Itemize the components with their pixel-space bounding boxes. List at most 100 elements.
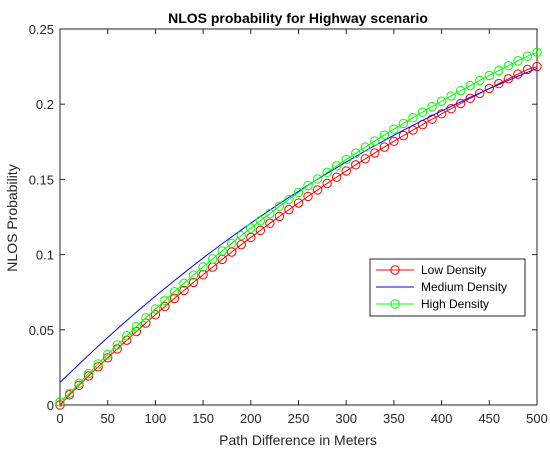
data-point: [303, 180, 313, 191]
data-point: [370, 136, 380, 146]
data-point: [436, 96, 447, 106]
x-tick-label: 500: [526, 411, 548, 426]
data-point: [465, 80, 475, 91]
data-point: [93, 362, 103, 372]
data-point: [532, 47, 542, 58]
data-point: [293, 187, 304, 198]
y-tick-label: 0.25: [29, 22, 54, 37]
x-tick-label: 50: [100, 411, 114, 426]
data-point: [284, 194, 294, 205]
data-point: [274, 211, 285, 222]
data-point: [417, 107, 428, 117]
data-point: [341, 154, 351, 165]
legend-label: Medium Density: [421, 280, 507, 294]
data-point: [83, 368, 94, 379]
data-point: [465, 93, 475, 104]
legend-label: Low Density: [421, 263, 486, 277]
data-point: [198, 262, 208, 272]
data-point: [122, 331, 132, 341]
x-tick-label: 450: [478, 411, 500, 426]
data-point: [265, 208, 275, 219]
data-point: [55, 397, 65, 407]
x-tick-label: 150: [192, 411, 214, 426]
data-point: [74, 378, 84, 389]
data-point: [522, 51, 533, 61]
data-point: [494, 78, 504, 89]
legend-swatch-marker: [390, 299, 400, 309]
data-point: [207, 254, 218, 264]
data-point: [322, 167, 332, 178]
data-point: [494, 65, 504, 76]
data-point: [255, 225, 266, 236]
data-point: [455, 85, 466, 96]
x-tick-label: 300: [335, 411, 357, 426]
data-point: [246, 223, 256, 233]
data-point: [284, 204, 294, 215]
data-point: [188, 270, 199, 280]
series-medium-density: [59, 67, 538, 383]
data-point: [160, 295, 170, 306]
data-point: [141, 318, 151, 328]
data-point: [55, 400, 65, 410]
data-point: [513, 56, 523, 66]
data-point: [312, 185, 323, 195]
y-tick-label: 0.2: [36, 97, 54, 112]
data-point: [341, 166, 351, 176]
legend-swatch-marker: [390, 265, 400, 275]
data-point: [475, 88, 485, 99]
data-point: [351, 148, 361, 158]
y-axis-label: NLOS Probability: [4, 164, 20, 271]
x-tick-label: 0: [56, 411, 63, 426]
data-point: [246, 232, 256, 243]
data-point: [379, 130, 390, 140]
data-point: [475, 75, 485, 86]
data-point: [331, 161, 342, 171]
data-point: [150, 310, 161, 320]
y-tick-label: 0.15: [29, 172, 54, 187]
y-tick-label: 0.05: [29, 323, 54, 338]
data-point: [179, 285, 189, 296]
data-point: [389, 124, 399, 134]
x-tick-label: 100: [145, 411, 167, 426]
y-tick-label: 0.1: [36, 248, 54, 263]
legend-item: Low Density: [376, 263, 486, 277]
data-point: [169, 293, 180, 304]
data-point: [236, 230, 246, 241]
legend: Low Density Medium Density High Density: [369, 258, 526, 317]
data-point: [112, 340, 122, 350]
x-axis-label: Path Difference in Meters: [219, 432, 377, 448]
data-point: [360, 142, 370, 152]
data-point: [265, 218, 275, 229]
data-point: [217, 246, 227, 256]
data-point: [169, 287, 180, 297]
plot-area: 0 50 100 150 200 250 300 350 400 450 500 0 0.05 0.1 0.…: [29, 22, 548, 426]
data-point: [141, 313, 151, 323]
data-point: [293, 198, 304, 208]
y-tick-label: 0: [47, 398, 54, 413]
data-point: [179, 278, 189, 289]
data-point: [484, 83, 494, 94]
data-point: [103, 353, 113, 363]
data-point: [408, 125, 418, 135]
data-point: [408, 113, 418, 123]
data-point: [64, 388, 75, 398]
data-point: [312, 174, 323, 184]
data-point: [360, 154, 370, 164]
data-point: [131, 322, 142, 332]
data-point: [227, 238, 237, 249]
data-point: [532, 61, 542, 72]
data-point: [236, 239, 246, 250]
series-high-density: [55, 47, 542, 407]
data-point: [522, 64, 533, 75]
data-point: [503, 60, 514, 71]
x-tick-label: 400: [431, 411, 453, 426]
data-point: [188, 277, 199, 288]
data-point: [398, 130, 409, 141]
data-point: [150, 304, 161, 314]
data-point: [446, 91, 456, 101]
legend-item: Medium Density: [376, 280, 507, 294]
data-point: [322, 178, 332, 189]
data-point: [103, 349, 113, 360]
